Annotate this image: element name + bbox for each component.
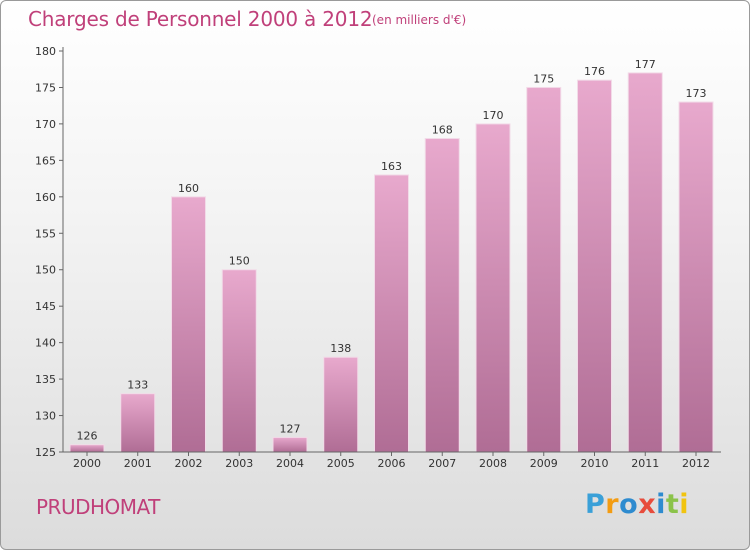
x-tick-label: 2012: [682, 457, 710, 470]
y-tick-label: 155: [35, 227, 56, 240]
data-label: 133: [127, 379, 148, 392]
logo-letter: P: [585, 489, 606, 520]
data-label: 175: [533, 72, 554, 85]
bar: [323, 356, 359, 453]
x-tick-label: 2006: [378, 457, 406, 470]
commune-name: PRUDHOMAT: [36, 495, 160, 519]
x-tick-label: 2011: [631, 457, 659, 470]
data-label: 138: [330, 342, 351, 355]
logo-letter: i: [656, 489, 666, 520]
x-tick-label: 2008: [479, 457, 507, 470]
bar: [171, 196, 206, 453]
data-label: 173: [686, 87, 707, 100]
x-tick-label: 2010: [581, 457, 609, 470]
chart-subtitle: (en milliers d'€): [372, 13, 467, 27]
y-tick-label: 145: [35, 300, 56, 313]
x-tick-label: 2000: [73, 457, 101, 470]
logo-letter: i: [679, 489, 690, 520]
bar: [272, 436, 308, 453]
y-tick-label: 150: [35, 264, 56, 277]
logo-letter: t: [665, 489, 680, 520]
y-tick-label: 140: [35, 337, 56, 350]
logo-letter: x: [638, 489, 657, 520]
x-tick-label: 2002: [175, 457, 203, 470]
y-tick-label: 135: [35, 373, 56, 386]
data-label: 170: [483, 109, 504, 122]
y-tick-label: 180: [35, 45, 56, 58]
bar: [69, 444, 105, 453]
bar: [526, 86, 562, 453]
y-tick-label: 125: [35, 446, 56, 459]
bar: [120, 393, 156, 453]
data-label: 176: [584, 65, 605, 78]
proxiti-logo: Proxiti: [585, 489, 689, 520]
chart-title: Charges de Personnel 2000 à 2012: [28, 7, 373, 31]
y-tick-label: 130: [35, 410, 56, 423]
data-label: 150: [229, 255, 250, 268]
data-label: 163: [381, 160, 402, 173]
y-tick-label: 170: [35, 118, 56, 131]
x-tick-label: 2007: [428, 457, 456, 470]
x-tick-label: 2001: [124, 457, 152, 470]
x-tick-label: 2004: [276, 457, 304, 470]
x-tick-label: 2005: [327, 457, 355, 470]
bar: [374, 174, 409, 453]
y-tick-label: 160: [35, 191, 56, 204]
y-tick-label: 175: [35, 81, 56, 94]
data-label: 177: [635, 58, 656, 71]
data-label: 168: [432, 123, 453, 136]
data-label: 160: [178, 182, 199, 195]
x-tick-label: 2003: [225, 457, 253, 470]
data-label: 126: [77, 430, 98, 443]
bar: [577, 79, 612, 453]
y-tick-label: 165: [35, 154, 56, 167]
bar: [221, 269, 257, 453]
data-label: 127: [280, 422, 301, 435]
x-tick-label: 2009: [530, 457, 558, 470]
bar: [627, 72, 663, 453]
bar: [678, 101, 714, 453]
bar: [424, 137, 460, 453]
logo-letter: r: [605, 489, 620, 520]
bar: [475, 123, 511, 453]
logo-letter: o: [619, 489, 639, 520]
